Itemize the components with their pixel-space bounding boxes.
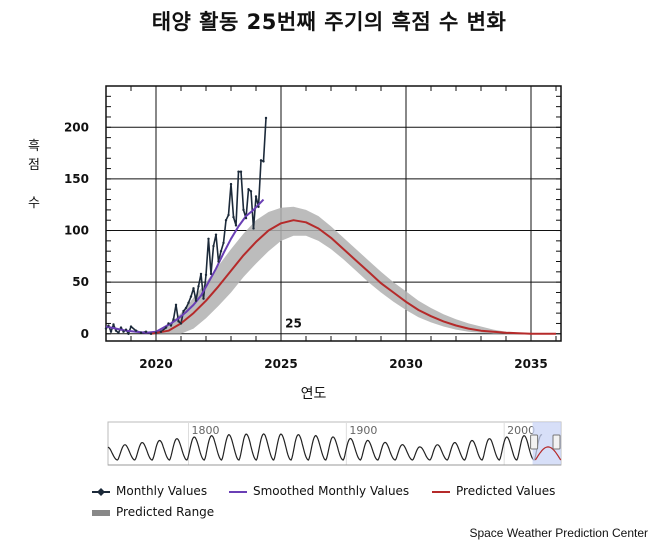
x-tick-label: 2020 — [139, 357, 172, 371]
monthly-point — [254, 195, 258, 198]
monthly-point — [229, 182, 233, 186]
predicted-range-band — [151, 206, 556, 334]
monthly-point — [134, 329, 138, 332]
monthly-point — [187, 301, 190, 305]
monthly-point — [242, 208, 245, 212]
monthly-point — [119, 326, 123, 329]
monthly-point — [182, 309, 185, 313]
legend-label-monthly: Monthly Values — [116, 484, 208, 498]
navigator-left-handle[interactable] — [530, 434, 539, 450]
monthly-point — [252, 227, 255, 230]
monthly-point — [262, 160, 265, 163]
navigator-right-handle[interactable] — [552, 434, 561, 450]
monthly-point — [172, 318, 175, 321]
smoothed-line-icon — [229, 486, 247, 496]
monthly-point — [222, 241, 225, 245]
navigator-year-label: 2000 — [507, 424, 535, 437]
legend-item-predicted[interactable]: Predicted Values — [432, 484, 555, 498]
monthly-point — [214, 233, 218, 236]
monthly-point — [247, 188, 250, 191]
monthly-point — [257, 205, 260, 208]
monthly-point — [232, 215, 235, 219]
monthly-point — [149, 332, 153, 335]
monthly-point — [244, 216, 248, 220]
x-tick-label: 2035 — [514, 357, 547, 371]
navigator-history-line — [107, 433, 543, 461]
x-axis-label: 연도 — [301, 386, 327, 402]
legend-label-smoothed: Smoothed Monthly Values — [253, 484, 410, 498]
monthly-point — [112, 323, 115, 326]
navigator-predicted-line — [534, 446, 562, 461]
monthly-point — [192, 287, 195, 290]
range-navigator[interactable]: 1800 1900 2000 — [0, 0, 658, 478]
monthly-point — [184, 306, 188, 310]
monthly-point — [212, 244, 215, 248]
monthly-point — [144, 330, 148, 333]
x-tick-label: 2025 — [264, 357, 297, 371]
plot-frame — [105, 85, 562, 342]
x-tick-label: 2030 — [389, 357, 422, 371]
monthly-point — [264, 116, 268, 120]
monthly-point — [209, 272, 213, 276]
monthly-point — [199, 272, 203, 276]
legend-item-smoothed[interactable]: Smoothed Monthly Values — [229, 484, 409, 498]
monthly-point — [202, 297, 205, 300]
monthly-point — [164, 326, 168, 329]
y-tick-label: 50 — [72, 275, 89, 289]
navigator-year-label: 1800 — [191, 424, 219, 437]
credit: Space Weather Prediction Center — [469, 526, 648, 540]
y-tick-label: 200 — [64, 120, 89, 134]
monthly-point — [139, 331, 143, 334]
legend-label-range: Predicted Range — [116, 505, 215, 519]
plot-area: 0 50 100 150 200 2020 2025 2030 2035 25 — [64, 85, 562, 371]
y-tick-label: 150 — [64, 172, 89, 186]
monthly-point — [197, 285, 200, 288]
monthly-point — [127, 332, 130, 335]
page-title: 태양 활동 25번째 주기의 흑점 수 변화 — [151, 10, 507, 34]
predicted-line-icon — [432, 486, 450, 496]
monthly-point — [159, 330, 163, 333]
monthly-point — [234, 224, 238, 227]
monthly-point — [104, 327, 108, 330]
cycle-annotation: 25 — [285, 317, 302, 331]
monthly-point — [237, 170, 240, 173]
monthly-point — [224, 219, 228, 222]
monthly-point — [122, 330, 125, 333]
legend-item-range[interactable]: Predicted Range — [92, 505, 214, 519]
monthly-point — [114, 329, 118, 332]
monthly-point — [227, 213, 230, 217]
monthly-point — [219, 249, 223, 253]
monthly-line-icon — [92, 486, 110, 496]
predicted-range-icon — [92, 507, 110, 517]
monthly-point — [174, 303, 178, 307]
monthly-point — [189, 295, 193, 298]
navigator-year-label: 1900 — [349, 424, 377, 437]
monthly-point — [124, 328, 128, 331]
monthly-point — [204, 273, 208, 277]
monthly-point — [167, 322, 170, 325]
monthly-point — [109, 330, 113, 333]
monthly-point — [217, 260, 220, 263]
monthly-point — [169, 324, 173, 327]
y-tick-label: 0 — [81, 327, 89, 341]
y-tick-label: 100 — [64, 224, 89, 238]
monthly-point — [179, 322, 183, 325]
monthly-point — [154, 331, 158, 334]
predicted-values-line — [150, 219, 556, 335]
monthly-point — [194, 299, 198, 302]
monthly-point — [239, 170, 243, 173]
monthly-point — [129, 325, 133, 328]
monthly-point — [117, 331, 120, 334]
smoothed-monthly-line — [105, 198, 265, 334]
legend-item-monthly[interactable]: Monthly Values — [92, 484, 207, 498]
monthly-point — [259, 159, 263, 162]
monthly-point — [177, 320, 180, 323]
monthly-point — [107, 324, 110, 327]
legend-label-predicted: Predicted Values — [456, 484, 556, 498]
monthly-point — [207, 237, 210, 240]
monthly-point — [249, 190, 253, 193]
